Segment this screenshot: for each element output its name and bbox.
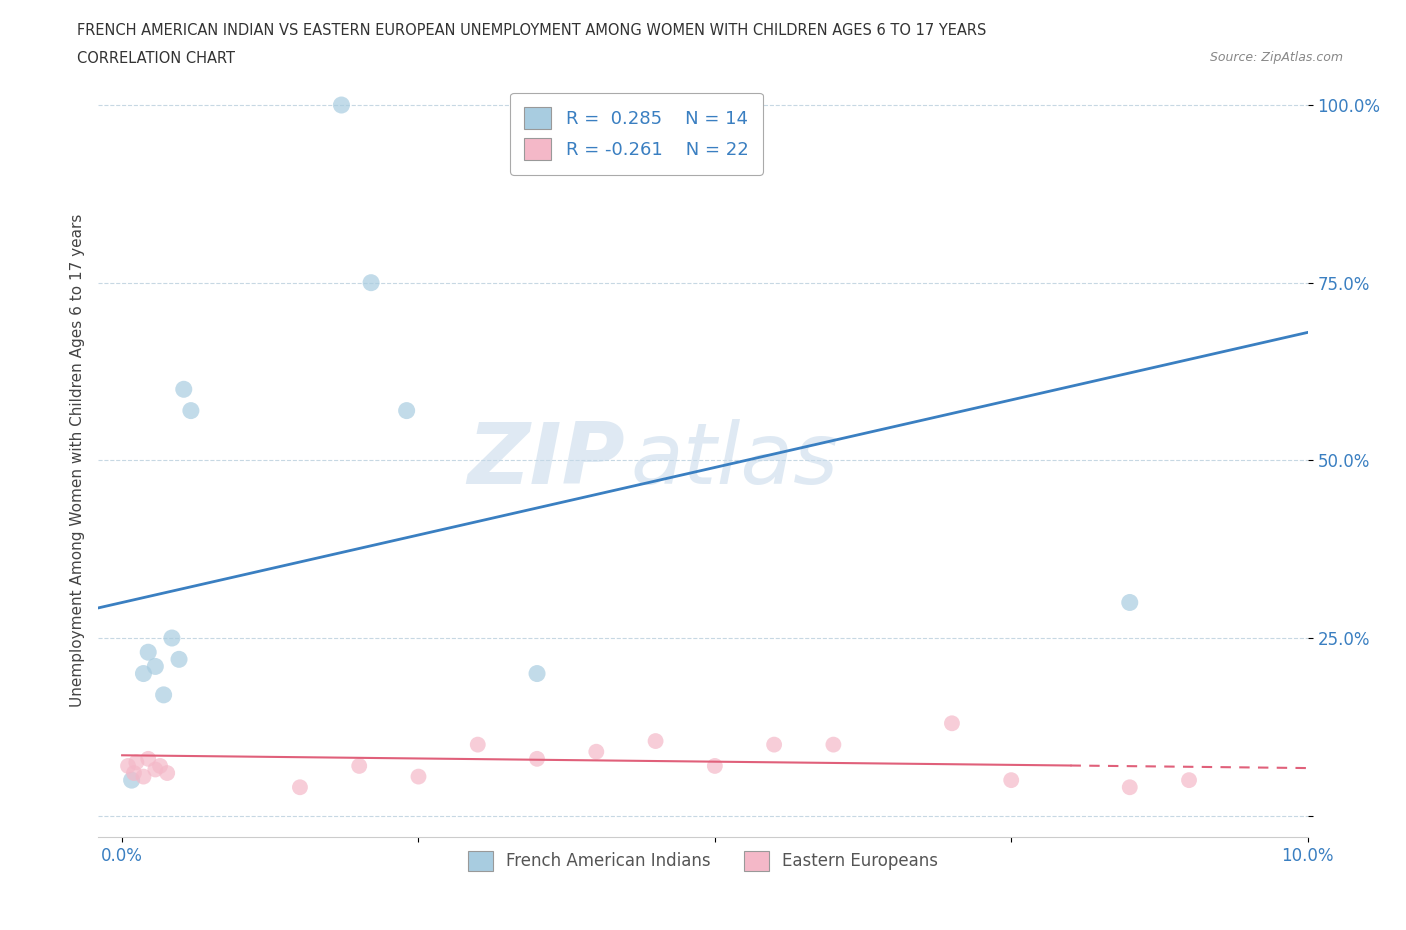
Point: [121, 773, 143, 788]
Point: [132, 769, 155, 784]
Point: [526, 751, 548, 766]
Point: [149, 759, 172, 774]
Point: [1119, 595, 1142, 610]
Point: [160, 631, 183, 645]
Point: [1119, 780, 1142, 795]
Point: [156, 765, 179, 780]
Point: [585, 744, 607, 759]
Point: [143, 762, 166, 777]
Point: [288, 780, 311, 795]
Point: [117, 759, 139, 774]
Text: atlas: atlas: [630, 418, 838, 502]
Point: [1178, 773, 1201, 788]
Point: [360, 275, 382, 290]
Legend: French American Indians, Eastern Europeans: French American Indians, Eastern Europea…: [461, 844, 945, 878]
Point: [136, 644, 159, 659]
Point: [180, 404, 202, 418]
Point: [763, 737, 786, 752]
Point: [703, 759, 725, 774]
Point: [823, 737, 845, 752]
Point: [941, 716, 963, 731]
Point: [167, 652, 190, 667]
Point: [125, 755, 148, 770]
Point: [1000, 773, 1022, 788]
Point: [143, 659, 166, 674]
Point: [330, 98, 353, 113]
Text: Source: ZipAtlas.com: Source: ZipAtlas.com: [1209, 51, 1343, 64]
Y-axis label: Unemployment Among Women with Children Ages 6 to 17 years: Unemployment Among Women with Children A…: [69, 214, 84, 707]
Point: [173, 382, 195, 397]
Point: [132, 666, 155, 681]
Text: ZIP: ZIP: [467, 418, 624, 502]
Point: [347, 759, 370, 774]
Point: [395, 404, 418, 418]
Point: [136, 751, 159, 766]
Text: CORRELATION CHART: CORRELATION CHART: [77, 51, 235, 66]
Point: [644, 734, 666, 749]
Point: [467, 737, 489, 752]
Point: [526, 666, 548, 681]
Point: [122, 765, 145, 780]
Text: FRENCH AMERICAN INDIAN VS EASTERN EUROPEAN UNEMPLOYMENT AMONG WOMEN WITH CHILDRE: FRENCH AMERICAN INDIAN VS EASTERN EUROPE…: [77, 23, 987, 38]
Point: [408, 769, 430, 784]
Point: [152, 687, 174, 702]
